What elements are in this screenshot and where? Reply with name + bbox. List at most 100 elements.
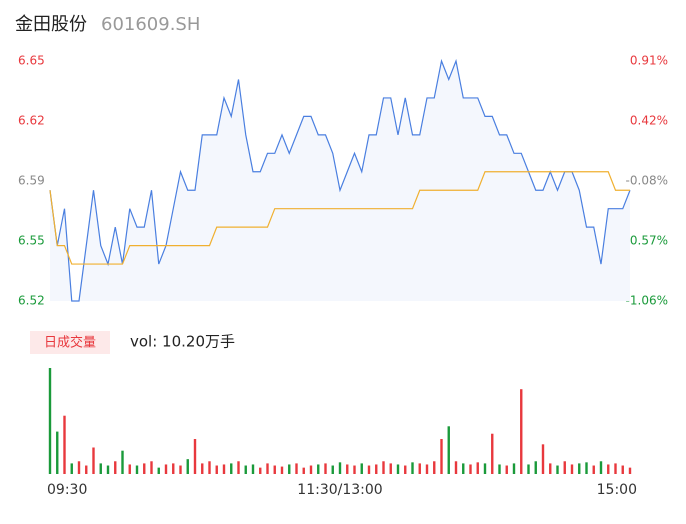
volume-bar [549,463,552,474]
volume-bar [512,463,516,474]
volume-bar [411,462,414,474]
volume-bar [599,461,603,474]
price-area [50,61,630,301]
price-line [49,58,631,302]
volume-bar [193,439,197,474]
volume-badge [30,331,110,354]
volume-bar [70,463,73,474]
volume-bar [375,464,378,474]
volume-bar [77,461,81,474]
volume-annotation: vol: 10.20万手 [130,333,235,351]
volume-bar [585,462,588,474]
volume-bar [483,463,487,474]
y-tick-label: 6.55 [18,234,45,248]
volume-bar [534,461,537,474]
volume-bar [527,464,530,474]
volume-bar [360,463,363,474]
volume-bar [48,368,52,474]
volume-bar [237,461,240,474]
volume-bar [454,461,458,474]
y2-tick-label: 0.91% [630,54,668,68]
volume-bar [628,467,632,474]
volume-bar [462,463,465,474]
volume-bar [164,464,168,474]
volume-bar [367,465,371,474]
volume-bar [418,463,421,474]
volume-bar [99,463,102,474]
x-tick-label: 15:00 [597,482,637,498]
volume-bar [614,463,617,474]
stock-name: 金田股份 [15,14,87,35]
average-line [49,171,630,265]
volume-bar [280,466,284,474]
x-tick-label: 09:30 [47,482,87,498]
volume-bar [541,444,545,474]
volume-bar [128,464,131,474]
volume-bar [324,463,327,474]
volume-bar [56,431,59,474]
volume-bar [607,464,610,474]
volume-bar [186,459,189,474]
volume-bar [172,463,175,474]
volume-bar [309,465,313,474]
volume-bar [295,463,298,474]
volume-bar [498,464,501,474]
volume-bar [425,464,429,474]
y2-tick-label: -1.06% [626,294,668,308]
y2-tick-label: -0.08% [626,174,668,188]
x-tick-label: 11:30/13:00 [297,482,382,498]
volume-bar [208,461,211,474]
volume-bar [244,465,247,474]
volume-bar [114,461,117,474]
volume-bar [353,465,356,474]
y2-tick-label: -0.57% [626,234,668,248]
volume-bar [556,465,559,474]
volume-bar [338,462,342,474]
volume-bar [143,463,146,474]
volume-bar [404,465,407,474]
volume-bar [382,461,385,474]
volume-bar [331,465,334,474]
volume-bar [92,447,95,474]
volume-bar [447,426,450,474]
y-tick-label: 6.52 [18,294,45,308]
volume-bar [621,465,624,474]
volume-bar [179,465,182,474]
volume-bar [266,463,269,474]
volume-bar [317,464,320,474]
volume-bar [505,465,508,474]
volume-bar [476,462,479,474]
volume-bar [273,465,276,474]
volume-bar [563,461,566,474]
y-tick-label: 6.59 [18,174,45,188]
volume-bar [259,467,262,474]
volume-bar [63,415,66,474]
volume-bar [346,464,349,474]
y2-tick-label: 0.42% [630,114,668,128]
volume-bar [433,461,436,474]
volume-bar [396,464,400,474]
volume-bar [440,439,443,474]
volume-bar [302,467,305,474]
volume-bar [150,461,153,474]
volume-bar [135,465,139,474]
volume-bar [121,450,124,474]
volume-bar [85,465,88,474]
volume-bar [469,464,472,474]
volume-bar [578,463,581,474]
volume-bar [222,464,226,474]
volume-bar [201,463,204,474]
volume-bar [491,433,494,474]
volume-bar [520,389,523,474]
volume-bar [157,467,160,474]
volume-bar [106,465,110,474]
volume-bar [288,464,291,474]
y-tick-label: 6.65 [18,54,45,68]
volume-bar [215,465,218,474]
y-tick-label: 6.62 [18,114,45,128]
volume-bar [251,464,255,474]
volume-label: 日成交量 [44,335,96,351]
volume-bar [592,465,595,474]
volume-bar [570,464,574,474]
